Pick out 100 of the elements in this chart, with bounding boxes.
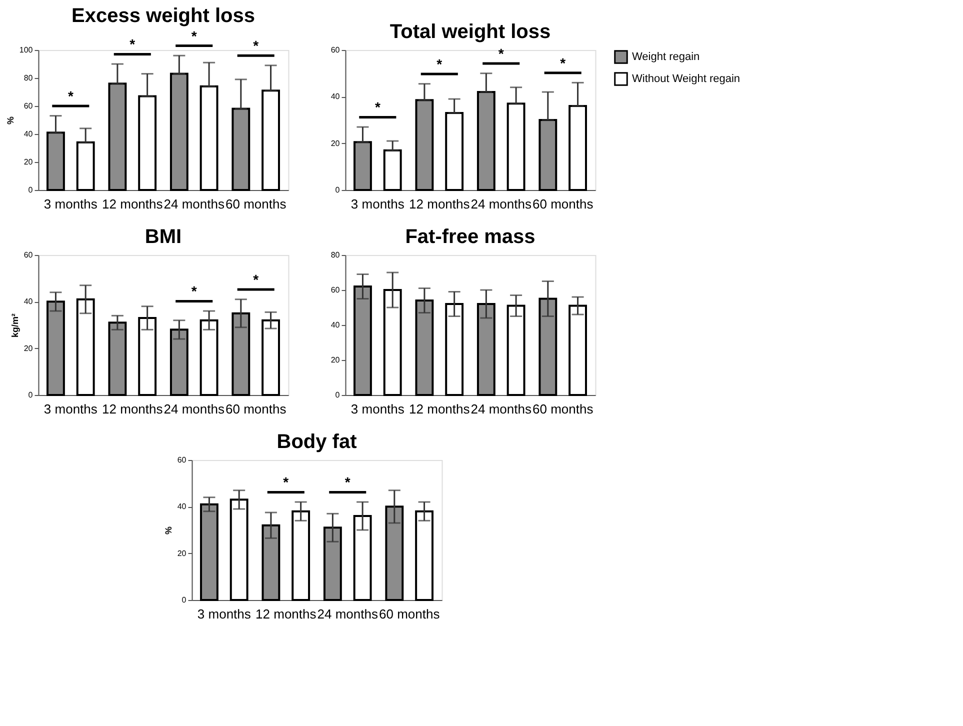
x-tick-label: 12 months xyxy=(409,402,470,416)
y-axis-title: % xyxy=(163,526,174,535)
legend-label: Weight regain xyxy=(632,51,700,63)
bar xyxy=(445,112,464,191)
bar xyxy=(46,132,65,191)
bar xyxy=(415,510,434,601)
bar xyxy=(262,319,280,396)
chart-title: Total weight loss xyxy=(390,21,551,43)
bar xyxy=(476,91,496,191)
bar xyxy=(506,102,526,191)
annotation: * xyxy=(436,56,443,72)
bar xyxy=(415,99,434,191)
y-tick-label: 100 xyxy=(19,46,34,54)
annotation: * xyxy=(68,88,74,104)
bar xyxy=(108,322,127,396)
annotation: * xyxy=(374,99,381,116)
bar xyxy=(76,141,95,191)
bar xyxy=(383,149,402,191)
x-tick-label: 60 months xyxy=(225,196,287,212)
x-tick-label: 12 months xyxy=(409,196,470,212)
bar xyxy=(385,506,404,601)
y-tick-label: 0 xyxy=(28,186,34,194)
bar xyxy=(108,82,127,191)
bar xyxy=(262,90,280,191)
annotation: * xyxy=(344,474,351,490)
annotation: * xyxy=(560,54,566,71)
bar xyxy=(568,105,587,191)
bar xyxy=(538,119,558,191)
y-tick-label: 80 xyxy=(24,74,34,82)
bar xyxy=(200,319,218,396)
bar xyxy=(200,85,218,191)
bar xyxy=(415,300,434,396)
x-tick-label: 60 months xyxy=(378,606,440,622)
y-tick-label: 40 xyxy=(177,502,187,512)
bar xyxy=(230,498,248,601)
bar xyxy=(200,503,218,601)
y-axis-title: % xyxy=(5,116,16,125)
y-tick-label: 40 xyxy=(24,130,34,138)
x-tick-label: 3 months xyxy=(197,606,252,622)
annotation: * xyxy=(253,272,260,288)
x-tick-label: 24 months xyxy=(317,606,378,622)
annotation: * xyxy=(253,38,260,54)
bar xyxy=(76,298,95,396)
y-tick-label: 20 xyxy=(24,158,34,166)
bar xyxy=(262,524,280,601)
y-tick-label: 60 xyxy=(24,102,34,110)
bar xyxy=(138,95,157,191)
y-tick-label: 60 xyxy=(330,286,340,294)
bar xyxy=(353,515,372,601)
y-tick-label: 40 xyxy=(330,92,340,102)
bar xyxy=(170,328,188,396)
x-tick-label: 60 months xyxy=(532,196,594,212)
annotation: * xyxy=(191,283,198,300)
bar xyxy=(138,317,157,396)
y-tick-label: 20 xyxy=(330,138,340,148)
chart-title: Body fat xyxy=(276,431,358,453)
annotation: * xyxy=(498,46,504,62)
bar xyxy=(170,72,188,191)
bar xyxy=(383,289,402,396)
bar xyxy=(354,141,372,191)
annotation: * xyxy=(130,36,136,52)
bar xyxy=(445,303,464,396)
y-tick-label: 60 xyxy=(177,456,187,464)
x-tick-label: 3 months xyxy=(350,196,405,212)
bar xyxy=(506,304,526,396)
y-tick-label: 0 xyxy=(335,186,340,194)
y-tick-label: 0 xyxy=(182,596,187,604)
y-axis-title: kg/m² xyxy=(10,313,20,338)
x-tick-label: 12 months xyxy=(102,196,164,212)
legend-label: Without Weight regain xyxy=(632,73,740,85)
x-tick-label: 12 months xyxy=(102,402,164,416)
bar xyxy=(354,286,372,396)
bar xyxy=(232,312,250,396)
y-tick-label: 20 xyxy=(177,548,187,558)
y-tick-label: 0 xyxy=(335,390,340,400)
chart-title: Fat-free mass xyxy=(405,226,536,248)
y-tick-label: 40 xyxy=(24,297,34,306)
bar xyxy=(46,300,65,396)
x-tick-label: 24 months xyxy=(164,402,225,416)
bar xyxy=(292,510,310,601)
chart-title: Excess weight loss xyxy=(72,4,255,27)
x-tick-label: 60 months xyxy=(532,402,594,416)
y-tick-label: 0 xyxy=(28,390,34,400)
x-tick-label: 24 months xyxy=(470,196,532,212)
y-tick-label: 20 xyxy=(330,356,340,364)
bar xyxy=(568,304,587,396)
x-tick-label: 24 months xyxy=(164,196,225,212)
text: * xyxy=(191,28,198,44)
x-tick-label: 60 months xyxy=(225,402,287,416)
x-tick-label: 3 months xyxy=(44,402,98,416)
y-tick-label: 80 xyxy=(330,250,340,260)
y-tick-label: 40 xyxy=(330,320,340,330)
chart-title: BMI xyxy=(144,226,182,248)
bar xyxy=(538,298,558,396)
annotation: * xyxy=(283,474,290,490)
x-tick-label: 12 months xyxy=(256,606,317,622)
x-tick-label: 24 months xyxy=(470,402,532,416)
y-tick-label: 60 xyxy=(330,46,340,54)
bar xyxy=(476,303,496,396)
y-tick-label: 20 xyxy=(24,344,34,353)
